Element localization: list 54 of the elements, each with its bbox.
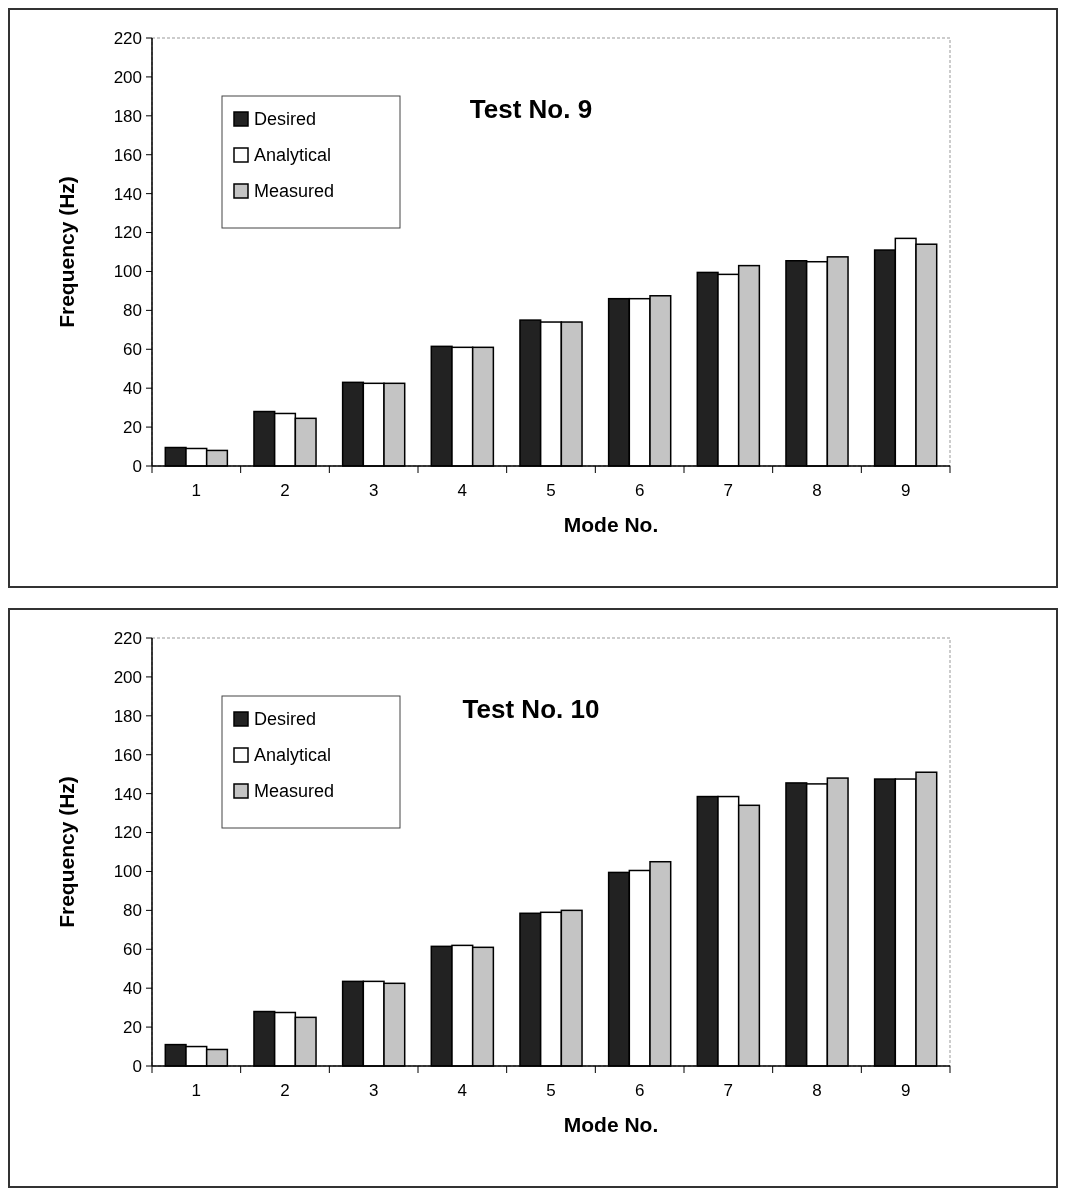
legend-label: Measured (254, 781, 335, 802)
y-tick-label: 200 (113, 667, 142, 687)
y-tick-label: 120 (113, 823, 142, 843)
y-tick-label: 40 (123, 979, 142, 999)
x-tick-label: 3 (368, 481, 379, 500)
y-tick-label: 20 (123, 418, 142, 438)
y-tick-label: 200 (113, 67, 142, 87)
x-tick-label: 8 (812, 481, 822, 500)
legend-label: Analytical (254, 745, 332, 766)
y-tick-label: 160 (113, 745, 142, 765)
y-axis-title: Frequency (Hz) (55, 776, 78, 928)
x-tick-label: 9 (900, 481, 911, 500)
text: Test No. 10 (462, 694, 600, 724)
y-tick-label: 60 (123, 340, 142, 360)
x-tick-label: 4 (457, 481, 468, 500)
y-tick-label: 60 (123, 940, 142, 960)
x-tick-label: 7 (723, 1081, 734, 1100)
y-tick-label: 220 (113, 28, 142, 48)
y-tick-label: 220 (113, 628, 142, 648)
x-tick-label: 3 (368, 1081, 379, 1100)
x-tick-label: 5 (546, 481, 556, 500)
x-tick-label: 4 (457, 1081, 468, 1100)
text: Test No. 9 (469, 94, 593, 124)
y-tick-label: 180 (113, 706, 142, 726)
x-tick-label: 1 (191, 481, 202, 500)
y-tick-label: 0 (132, 1056, 142, 1076)
y-tick-label: 100 (113, 862, 142, 882)
legend-label: Desired (254, 709, 317, 730)
y-tick-label: 80 (123, 901, 142, 921)
x-tick-label: 6 (634, 1081, 645, 1100)
y-tick-label: 180 (113, 106, 142, 126)
x-tick-label: 7 (723, 481, 734, 500)
x-tick-label: 8 (812, 1081, 822, 1100)
x-axis-title: Mode No. (563, 1113, 659, 1136)
y-tick-label: 40 (123, 379, 142, 399)
y-tick-label: 0 (132, 456, 142, 476)
legend-label: Measured (254, 181, 335, 202)
y-tick-label: 80 (123, 301, 142, 321)
x-tick-label: 5 (546, 1081, 556, 1100)
legend-label: Analytical (254, 145, 332, 166)
y-tick-label: 160 (113, 145, 142, 165)
y-tick-label: 120 (113, 223, 142, 243)
y-tick-label: 20 (123, 1018, 142, 1038)
x-tick-label: 1 (191, 1081, 202, 1100)
y-axis-title: Frequency (Hz) (55, 176, 78, 328)
x-tick-label: 2 (280, 1081, 290, 1100)
y-tick-label: 100 (113, 262, 142, 282)
y-tick-label: 140 (113, 184, 142, 204)
y-tick-label: 140 (113, 784, 142, 804)
x-axis-title: Mode No. (563, 513, 659, 536)
x-tick-label: 9 (900, 1081, 911, 1100)
x-tick-label: 6 (634, 481, 645, 500)
x-tick-label: 2 (280, 481, 290, 500)
legend-label: Desired (254, 109, 317, 130)
